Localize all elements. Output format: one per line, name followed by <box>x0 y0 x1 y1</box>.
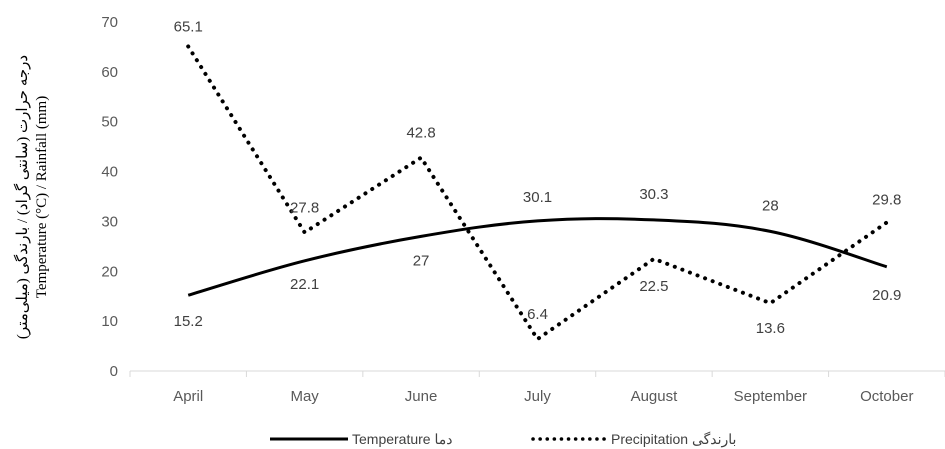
y-tick-label: 50 <box>101 114 118 131</box>
temperature-data-label: 15.2 <box>174 313 203 330</box>
y-tick-label: 0 <box>110 363 118 380</box>
precipitation-data-label: 27.8 <box>290 199 319 216</box>
precipitation-data-label: 6.4 <box>527 306 548 323</box>
y-tick-label: 70 <box>101 14 118 31</box>
legend: Temperature دما Precipitation بارندگی <box>270 431 736 448</box>
y-axis-title: درجه حرارت (سانتی گراد) / بارندگی (میلی‌… <box>13 55 50 339</box>
legend-precipitation-label: Precipitation بارندگی <box>611 431 736 448</box>
y-tick-label: 20 <box>101 263 118 280</box>
series-lines <box>186 44 889 342</box>
temperature-data-label: 30.1 <box>523 189 552 206</box>
precipitation-data-label: 65.1 <box>174 18 203 35</box>
x-tick-label: August <box>631 388 679 405</box>
temperature-data-label: 30.3 <box>639 186 668 203</box>
y-tick-label: 60 <box>101 64 118 81</box>
temperature-data-label: 28 <box>762 197 779 214</box>
x-tick-label: May <box>290 388 319 405</box>
y-tick-label: 40 <box>101 164 118 181</box>
precipitation-data-label: 22.5 <box>639 278 668 295</box>
precipitation-line <box>186 44 889 342</box>
y-tick-label: 30 <box>101 213 118 230</box>
x-tick-label: September <box>734 388 807 405</box>
x-tick-label: April <box>173 388 203 405</box>
x-tick-label: October <box>860 388 913 405</box>
temperature-line <box>187 217 888 297</box>
precipitation-data-label: 42.8 <box>406 125 435 142</box>
x-tick-label: July <box>524 388 551 405</box>
y-tick-label: 10 <box>101 313 118 330</box>
y-axis-title-persian: درجه حرارت (سانتی گراد) / بارندگی (میلی‌… <box>13 55 31 339</box>
legend-temperature-label: Temperature دما <box>352 431 452 447</box>
precipitation-data-label: 29.8 <box>872 191 901 208</box>
temperature-data-label: 22.1 <box>290 276 319 293</box>
temperature-data-label: 27 <box>413 252 430 269</box>
precipitation-data-label: 13.6 <box>756 320 785 337</box>
temperature-data-label: 20.9 <box>872 287 901 304</box>
data-labels: 15.2 22.1 27 30.1 30.3 28 20.9 65.1 27.8 42.8 6.4 2… <box>174 18 902 337</box>
y-axis-title-english: Temperature (°C) / Rainfall (mm) <box>34 96 50 298</box>
x-axis: April May June July August September October <box>129 370 945 405</box>
y-axis: 0 10 20 30 40 50 60 70 <box>101 14 118 380</box>
x-tick-label: June <box>405 388 438 405</box>
